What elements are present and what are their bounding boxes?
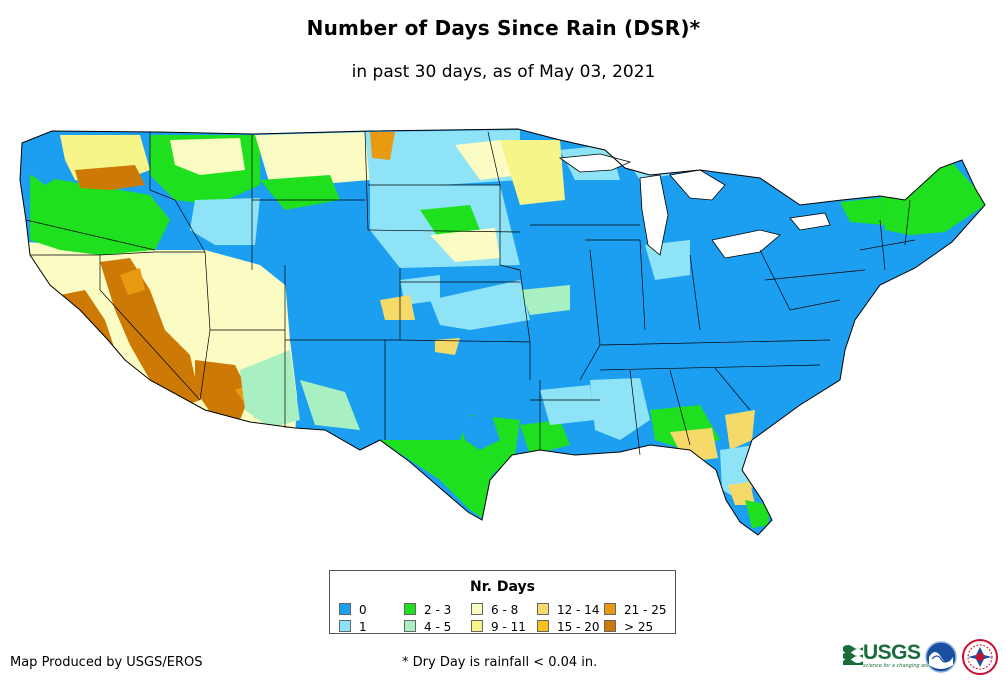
legend-item-21-25: 21 - 25 (604, 603, 667, 616)
legend-swatch (537, 620, 549, 632)
usgs-logo: USGS science for a changing world (843, 641, 935, 671)
legend-item-15-20: 15 - 20 (537, 620, 600, 633)
legend-item-12-14: 12 - 14 (537, 603, 600, 616)
map-credit: Map Produced by USGS/EROS (10, 655, 203, 670)
usgs-tagline: science for a changing world (863, 663, 935, 669)
legend-swatch (604, 620, 616, 632)
legend-item-6-8: 6 - 8 (471, 603, 518, 616)
dry-day-footnote: * Dry Day is rainfall < 0.04 in. (402, 655, 598, 670)
legend-title: Nr. Days (470, 579, 535, 595)
legend-swatch (471, 620, 483, 632)
legend-item-4-5: 4 - 5 (404, 620, 451, 633)
map-title: Number of Days Since Rain (DSR)* (306, 16, 701, 40)
legend-item-9-11: 9 - 11 (471, 620, 526, 633)
legend-swatch (604, 603, 616, 615)
usgs-wave-icon (843, 645, 863, 665)
nws-logo-icon (962, 639, 998, 675)
legend-item-2-3: 2 - 3 (404, 603, 451, 616)
noaa-logo-icon (925, 641, 957, 673)
legend-item-gt-25: > 25 (604, 620, 653, 633)
legend-swatch (471, 603, 483, 615)
legend-swatch (339, 603, 351, 615)
legend-swatch (339, 620, 351, 632)
usgs-wordmark: USGS (863, 641, 921, 664)
legend-item-0: 0 (339, 603, 367, 616)
legend-item-1: 1 (339, 620, 367, 633)
legend-swatch (404, 620, 416, 632)
legend-swatch (537, 603, 549, 615)
legend: Nr. Days 0 1 2 - 3 4 - 5 6 - 8 9 - 11 12… (329, 570, 676, 634)
legend-swatch (404, 603, 416, 615)
map-subtitle: in past 30 days, as of May 03, 2021 (351, 62, 656, 82)
